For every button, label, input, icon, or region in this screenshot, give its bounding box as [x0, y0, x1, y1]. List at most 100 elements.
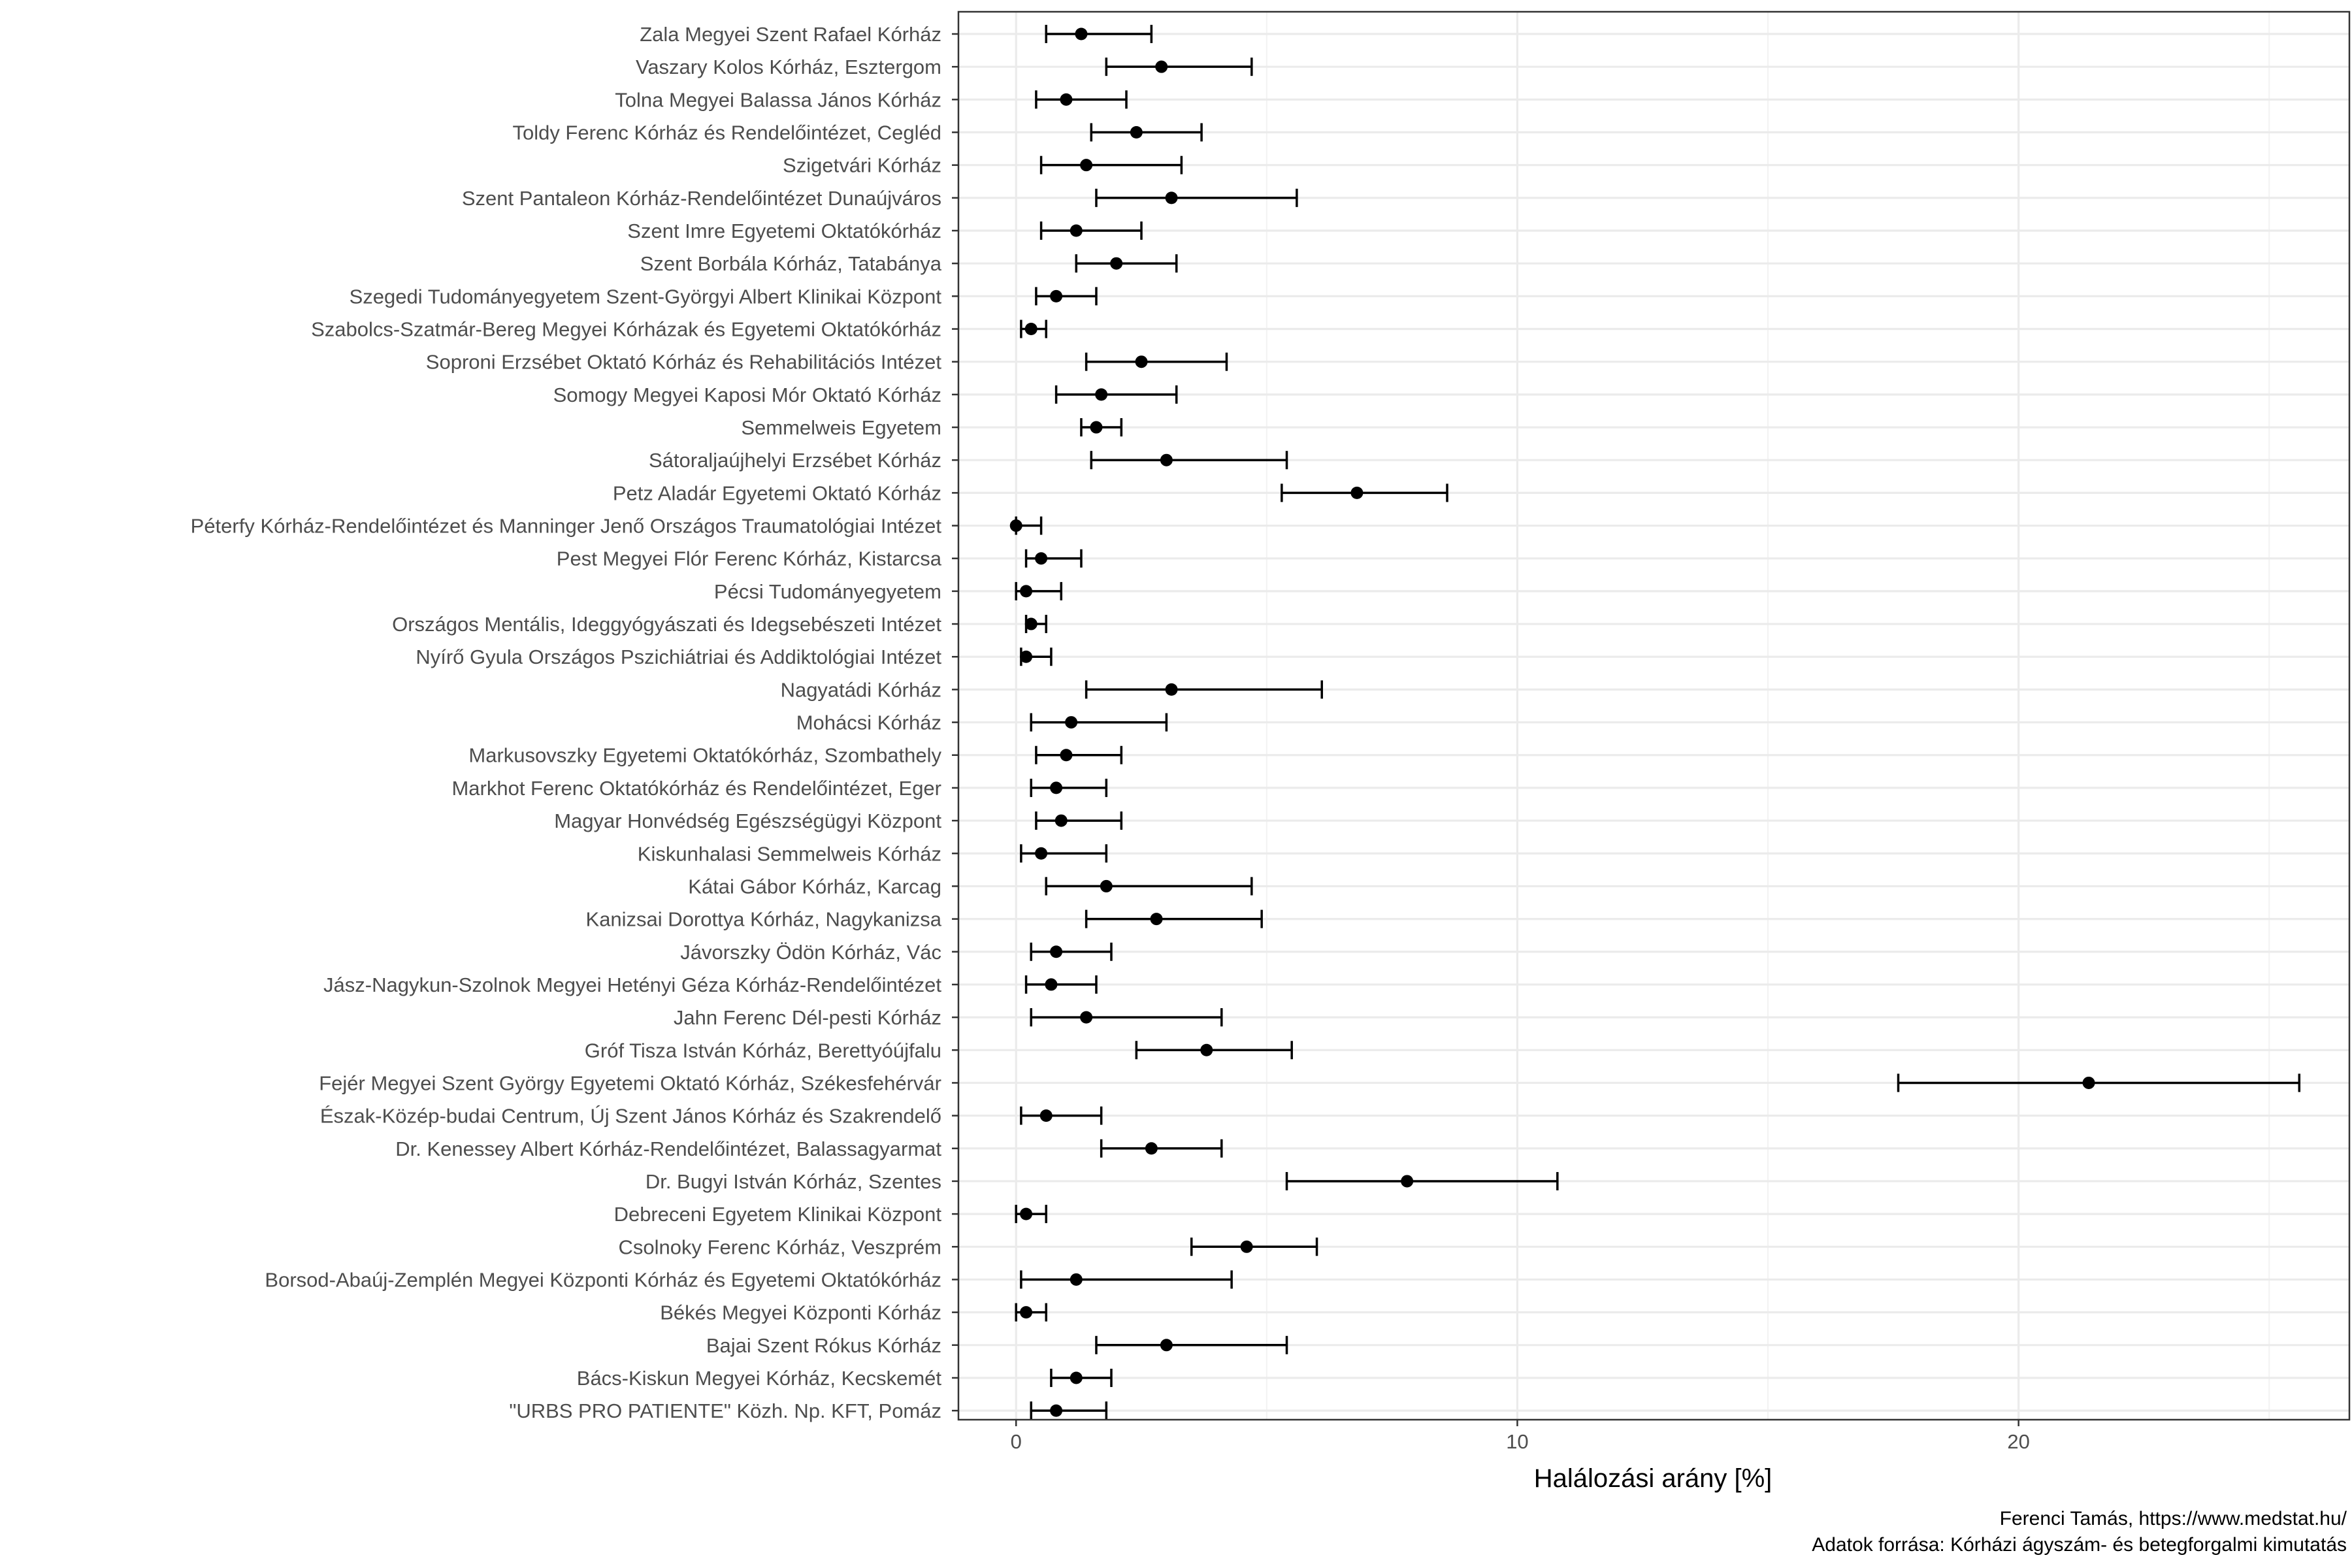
- estimate-point: [1145, 1142, 1158, 1155]
- estimate-point: [1401, 1175, 1414, 1188]
- estimate-point: [1050, 781, 1063, 794]
- category-label: Gróf Tisza István Kórház, Berettyóújfalu: [585, 1039, 941, 1062]
- category-label: Jász-Nagykun-Szolnok Megyei Hetényi Géza…: [323, 973, 941, 996]
- estimate-point: [1050, 1404, 1063, 1417]
- estimate-point: [1200, 1043, 1213, 1056]
- category-label: Bács-Kiskun Megyei Kórház, Kecskemét: [577, 1367, 942, 1390]
- category-label: Szigetvári Kórház: [783, 154, 941, 177]
- category-label: Soproni Erzsébet Oktató Kórház és Rehabi…: [426, 351, 942, 374]
- category-label: Borsod-Abaúj-Zemplén Megyei Központi Kór…: [265, 1268, 941, 1291]
- estimate-point: [1050, 289, 1063, 302]
- estimate-point: [1165, 191, 1178, 204]
- category-label: Szent Imre Egyetemi Oktatókórház: [627, 220, 941, 242]
- category-label: Kanizsai Dorottya Kórház, Nagykanizsa: [586, 908, 942, 931]
- category-label: Markusovszky Egyetemi Oktatókórház, Szom…: [468, 744, 941, 767]
- estimate-point: [1020, 1306, 1033, 1319]
- category-label: Szent Pantaleon Kórház-Rendelőintézet Du…: [462, 187, 941, 210]
- category-label: Semmelweis Egyetem: [741, 416, 941, 439]
- estimate-point: [1160, 453, 1173, 466]
- estimate-point: [1024, 617, 1037, 630]
- estimate-point: [1024, 323, 1037, 336]
- estimate-point: [1100, 879, 1113, 892]
- x-axis-title: Halálozási arány [%]: [1534, 1464, 1772, 1493]
- estimate-point: [1060, 749, 1073, 762]
- estimate-point: [1035, 847, 1048, 860]
- estimate-point: [1150, 913, 1163, 926]
- estimate-point: [1020, 1207, 1033, 1220]
- estimate-point: [1075, 27, 1088, 41]
- category-label: Fejér Megyei Szent György Egyetemi Oktat…: [319, 1071, 941, 1094]
- category-label: Magyar Honvédség Egészségügyi Központ: [554, 809, 941, 832]
- category-label: Markhot Ferenc Oktatókórház és Rendelőin…: [451, 777, 941, 800]
- category-label: Szegedi Tudományegyetem Szent-Györgyi Al…: [350, 285, 942, 308]
- x-tick-label: 20: [2007, 1430, 2029, 1453]
- estimate-point: [1095, 388, 1108, 401]
- category-label: Kátai Gábor Kórház, Karcag: [688, 875, 941, 898]
- point-estimates: [1009, 27, 2095, 1417]
- category-label: Jahn Ferenc Dél-pesti Kórház: [674, 1006, 941, 1029]
- estimate-point: [1135, 355, 1148, 368]
- panel-border: [957, 10, 2351, 1421]
- panel-background: [958, 12, 2349, 1420]
- category-label: Szabolcs-Szatmár-Bereg Megyei Kórházak é…: [311, 318, 941, 341]
- x-axis-ticks: 0 10 20: [1011, 1420, 2030, 1453]
- y-axis-ticks: [952, 33, 958, 1412]
- estimate-point: [1240, 1240, 1253, 1253]
- estimate-point: [1165, 683, 1178, 696]
- category-label: Dr. Bugyi István Kórház, Szentes: [645, 1170, 941, 1193]
- estimate-point: [1130, 126, 1143, 139]
- estimate-point: [1160, 1339, 1173, 1352]
- category-label: Somogy Megyei Kaposi Mór Oktató Kórház: [553, 384, 941, 406]
- category-label: Jávorszky Ödön Kórház, Vác: [680, 941, 941, 964]
- category-label: Békés Megyei Központi Kórház: [660, 1301, 941, 1324]
- x-tick-label: 0: [1011, 1430, 1022, 1453]
- category-label: Nagyatádi Kórház: [781, 678, 941, 701]
- category-label: Észak-Közép-budai Centrum, Új Szent Jáno…: [320, 1105, 941, 1128]
- category-label: Bajai Szent Rókus Kórház: [706, 1334, 941, 1357]
- category-label: Országos Mentális, Ideggyógyászati és Id…: [392, 613, 941, 636]
- estimate-point: [1020, 585, 1033, 598]
- estimate-point: [1070, 224, 1083, 237]
- estimate-point: [1054, 814, 1068, 827]
- category-label: Pest Megyei Flór Ferenc Kórház, Kistarcs…: [557, 547, 942, 570]
- category-label: Dr. Kenessey Albert Kórház-Rendelőintéze…: [395, 1137, 941, 1160]
- x-tick-label: 10: [1506, 1430, 1528, 1453]
- category-label: Péterfy Kórház-Rendelőintézet és Manning…: [191, 515, 942, 538]
- estimate-point: [1009, 519, 1022, 532]
- category-label: Sátoraljaújhelyi Erzsébet Kórház: [649, 449, 941, 472]
- category-label: Csolnoky Ferenc Kórház, Veszprém: [619, 1235, 942, 1258]
- estimate-point: [1045, 978, 1058, 991]
- estimate-point: [1050, 945, 1063, 958]
- category-label: Mohácsi Kórház: [796, 711, 941, 734]
- category-label: Nyírő Gyula Országos Pszichiátriai és Ad…: [416, 645, 941, 668]
- estimate-point: [1065, 716, 1078, 729]
- estimate-point: [1090, 421, 1103, 434]
- category-label: Zala Megyei Szent Rafael Kórház: [640, 23, 941, 46]
- estimate-point: [1070, 1371, 1083, 1384]
- estimate-point: [1350, 486, 1364, 499]
- category-label: Kiskunhalasi Semmelweis Kórház: [638, 842, 941, 865]
- estimate-point: [1080, 1011, 1093, 1024]
- category-label: Debreceni Egyetem Klinikai Központ: [614, 1203, 942, 1226]
- estimate-point: [1070, 1273, 1083, 1286]
- category-label: "URBS PRO PATIENTE" Közh. Np. KFT, Pomáz: [509, 1399, 941, 1422]
- estimate-point: [1039, 1109, 1053, 1122]
- category-label: Petz Aladár Egyetemi Oktató Kórház: [613, 482, 941, 504]
- category-label: Tolna Megyei Balassa János Kórház: [615, 88, 941, 111]
- category-label: Vaszary Kolos Kórház, Esztergom: [636, 56, 941, 78]
- grid-lines: [958, 12, 2349, 1420]
- estimate-point: [1155, 60, 1168, 73]
- category-label: Pécsi Tudományegyetem: [714, 580, 941, 603]
- caption-source: Adatok forrása: Kórházi ágyszám- és bete…: [1812, 1534, 2347, 1556]
- estimate-point: [1020, 650, 1033, 663]
- category-label: Toldy Ferenc Kórház és Rendelőintézet, C…: [512, 122, 941, 144]
- estimate-point: [1060, 93, 1073, 106]
- caption-author: Ferenci Tamás, https://www.medstat.hu/: [2000, 1508, 2347, 1529]
- estimate-point: [1035, 552, 1048, 565]
- estimate-point: [1110, 257, 1123, 270]
- estimate-point: [1080, 159, 1093, 172]
- estimate-point: [2082, 1076, 2095, 1089]
- y-axis-category-labels: Zala Megyei Szent Rafael Kórház Vaszary K…: [191, 23, 942, 1422]
- category-label: Szent Borbála Kórház, Tatabánya: [640, 252, 942, 275]
